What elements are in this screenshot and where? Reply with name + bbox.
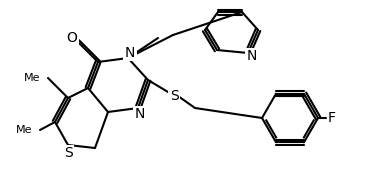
Text: Me: Me (15, 125, 32, 135)
Text: S: S (170, 89, 178, 103)
Text: Me: Me (24, 73, 40, 83)
Text: N: N (247, 49, 257, 63)
Text: F: F (328, 111, 336, 125)
Text: O: O (67, 31, 77, 45)
Text: N: N (125, 46, 135, 60)
Text: S: S (63, 146, 72, 160)
Text: N: N (135, 107, 145, 121)
